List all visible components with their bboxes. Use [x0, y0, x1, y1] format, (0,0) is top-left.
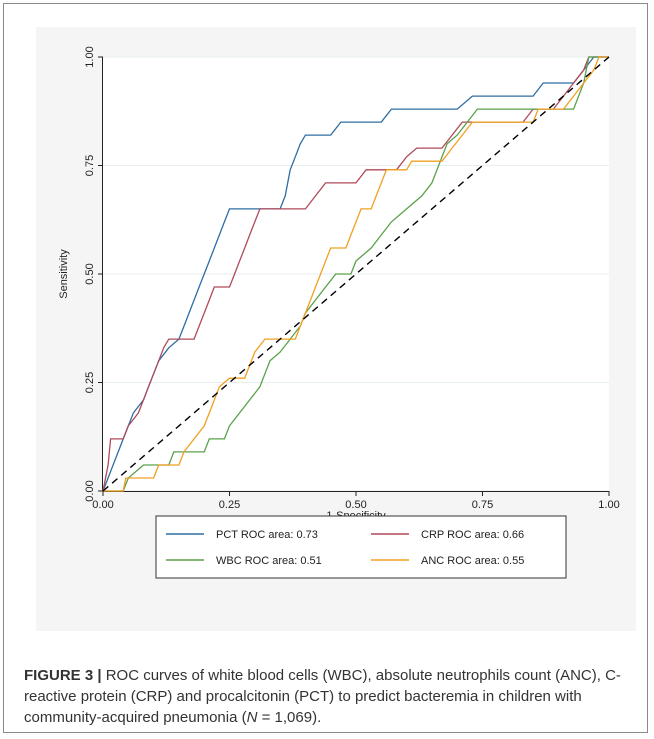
legend-label: CRP ROC area: 0.66: [421, 529, 524, 541]
caption-text: ROC curves of white blood cells (WBC), a…: [24, 667, 621, 726]
y-tick-label: 0.00: [84, 480, 96, 501]
figure-frame: 0.00 0.25 0.50 0.75 1.00 0.00 0.25 0.50 0.75 1.00…: [3, 3, 648, 733]
figure-caption: FIGURE 3 | ROC curves of white blood cel…: [24, 665, 644, 728]
y-tick-label: 0.25: [84, 372, 96, 393]
legend-label: ANC ROC area: 0.55: [421, 555, 524, 567]
roc-curve-pct: [102, 56, 609, 492]
x-tick-label: 0.50: [345, 499, 366, 511]
reference-diagonal: [102, 56, 610, 492]
roc-curve-wbc: [103, 56, 609, 492]
y-tick-label: 0.75: [84, 155, 96, 176]
x-tick-label: 0.75: [472, 499, 493, 511]
caption-text-end: = 1,069).: [257, 709, 322, 726]
x-tick-label: 1.00: [598, 499, 619, 511]
roc-chart: 0.00 0.25 0.50 0.75 1.00 0.00 0.25 0.50 0.75 1.00…: [58, 46, 620, 579]
legend-label: PCT ROC area: 0.73: [216, 529, 318, 541]
roc-curve-anc: [103, 56, 609, 492]
y-tick-label: 0.50: [84, 263, 96, 284]
y-axis-title: Sensitivity: [58, 249, 70, 299]
x-tick-label: 0.25: [219, 499, 240, 511]
figure-label: FIGURE 3 |: [24, 667, 102, 684]
y-tick-label: 1.00: [84, 46, 96, 67]
legend-box: [155, 515, 567, 579]
caption-n-symbol: N: [246, 709, 258, 726]
chart-area: 0.00 0.25 0.50 0.75 1.00 0.00 0.25 0.50 0.75 1.00…: [36, 27, 636, 631]
x-tick-label: 0.00: [92, 499, 113, 511]
legend-label: WBC ROC area: 0.51: [216, 555, 322, 567]
